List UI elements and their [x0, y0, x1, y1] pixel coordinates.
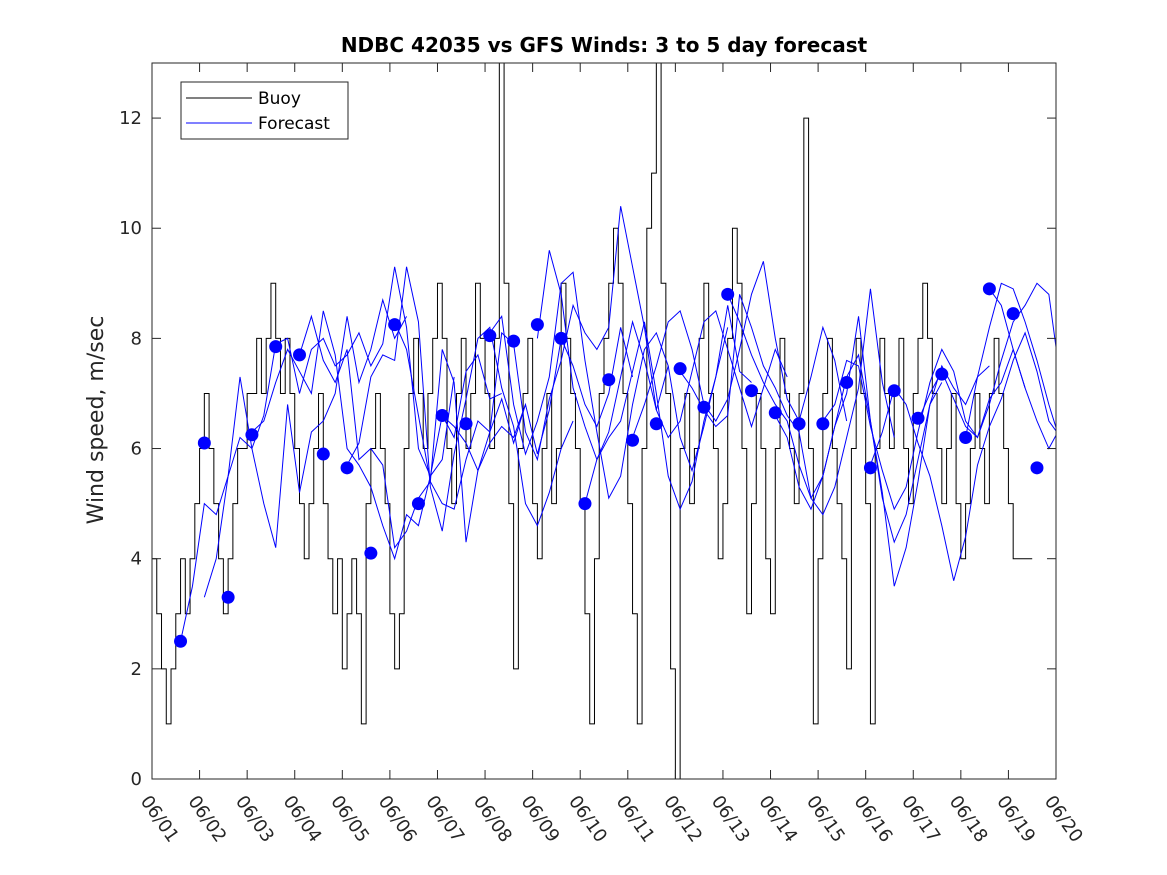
forecast-marker — [673, 362, 687, 376]
x-tick-label: 06/19 — [992, 792, 1039, 847]
forecast-marker — [697, 400, 711, 414]
forecast-run-line — [299, 314, 526, 549]
forecast-run-line — [869, 331, 1056, 581]
y-axis-label: Wind speed, m/sec — [84, 316, 109, 525]
legend: Buoy Forecast — [180, 81, 349, 140]
forecast-marker — [982, 282, 996, 296]
buoy-series-layer — [152, 63, 1033, 779]
forecast-marker — [721, 287, 735, 301]
forecast-marker — [626, 433, 640, 447]
forecast-marker — [530, 318, 544, 332]
x-tick-label: 06/18 — [945, 792, 992, 847]
forecast-run-line — [822, 347, 1026, 511]
x-tick-label: 06/06 — [374, 792, 421, 847]
forecast-marker — [1006, 307, 1020, 321]
forecast-run-line — [251, 310, 502, 561]
forecast-marker — [459, 417, 473, 431]
forecast-run-line — [441, 206, 669, 473]
forecast-marker — [935, 367, 949, 381]
forecast-marker-layer — [174, 282, 1044, 648]
x-tick-label: 06/09 — [517, 792, 564, 847]
forecast-run-line — [584, 309, 788, 504]
y-tick-label: 0 — [131, 769, 142, 790]
forecast-marker — [435, 408, 449, 422]
forecast-run-line — [965, 282, 1056, 438]
plot-area-frame — [151, 62, 1057, 780]
forecast-run-line — [180, 297, 407, 642]
forecast-marker — [364, 546, 378, 560]
forecast-marker — [316, 447, 330, 461]
x-tick-label: 06/04 — [279, 792, 326, 847]
legend-box — [180, 81, 349, 140]
x-tick-label: 06/01 — [136, 792, 183, 847]
buoy-line — [152, 63, 1033, 779]
forecast-marker — [245, 428, 259, 442]
forecast-marker — [744, 384, 758, 398]
forecast-marker — [863, 461, 877, 475]
forecast-marker — [816, 417, 830, 431]
forecast-run-line — [203, 266, 455, 598]
y-tick-label: 6 — [131, 439, 142, 460]
forecast-marker — [578, 497, 592, 511]
legend-forecast-label: Forecast — [258, 114, 330, 134]
forecast-run-line — [727, 294, 943, 544]
forecast-marker — [554, 331, 568, 345]
forecast-run-line — [489, 271, 729, 500]
forecast-marker — [959, 431, 973, 445]
x-tick-label: 06/03 — [231, 792, 278, 847]
x-tick-label: 06/07 — [421, 792, 468, 847]
forecast-marker — [388, 318, 402, 332]
forecast-series-layer — [180, 206, 1056, 642]
forecast-run-line — [394, 321, 634, 510]
forecast-marker — [792, 417, 806, 431]
y-tick-label: 10 — [119, 218, 142, 239]
x-tick-label: 06/05 — [326, 792, 373, 847]
x-tick-label: 06/08 — [469, 792, 516, 847]
x-tick-label: 06/11 — [612, 792, 659, 847]
x-tick-label: 06/16 — [850, 792, 897, 847]
legend-buoy-label: Buoy — [258, 89, 301, 109]
forecast-marker — [221, 590, 235, 604]
chart-title: NDBC 42035 vs GFS Winds: 3 to 5 day fore… — [341, 33, 868, 57]
x-tick-label: 06/12 — [659, 792, 706, 847]
forecast-marker — [649, 417, 663, 431]
forecast-run-line — [774, 353, 990, 587]
forecast-marker — [911, 411, 925, 425]
forecast-marker — [483, 329, 497, 343]
forecast-marker — [887, 384, 901, 398]
forecast-marker — [507, 334, 521, 348]
x-tick-label: 06/10 — [564, 792, 611, 847]
forecast-marker — [1030, 461, 1044, 475]
x-tick-label: 06/20 — [1040, 792, 1087, 847]
x-tick-label: 06/13 — [707, 792, 754, 847]
x-tick-label: 06/14 — [754, 792, 801, 847]
forecast-marker — [269, 340, 283, 354]
y-tick-label: 8 — [131, 328, 142, 349]
y-tick-label: 2 — [131, 659, 142, 680]
forecast-run-line — [679, 288, 895, 516]
forecast-marker — [840, 375, 854, 389]
forecast-marker — [197, 436, 211, 450]
x-tick-label: 06/17 — [897, 792, 944, 847]
forecast-run-line — [536, 250, 752, 511]
forecast-run-line — [346, 266, 574, 532]
forecast-marker — [768, 406, 782, 420]
forecast-run-line — [988, 288, 1056, 450]
forecast-run-line — [632, 261, 848, 438]
forecast-marker — [340, 461, 354, 475]
y-axis: 0 2 4 6 8 10 12 — [119, 108, 1056, 790]
x-tick-label: 06/02 — [183, 792, 230, 847]
forecast-marker — [602, 373, 616, 387]
y-tick-label: 4 — [131, 549, 142, 570]
y-tick-label: 12 — [119, 108, 142, 129]
x-tick-label: 06/15 — [802, 792, 849, 847]
forecast-marker — [411, 497, 425, 511]
x-axis: 06/01 06/02 06/03 06/04 06/05 06/06 06/07 06/08… — [136, 63, 1087, 846]
forecast-marker — [174, 634, 188, 648]
forecast-marker — [292, 348, 306, 362]
